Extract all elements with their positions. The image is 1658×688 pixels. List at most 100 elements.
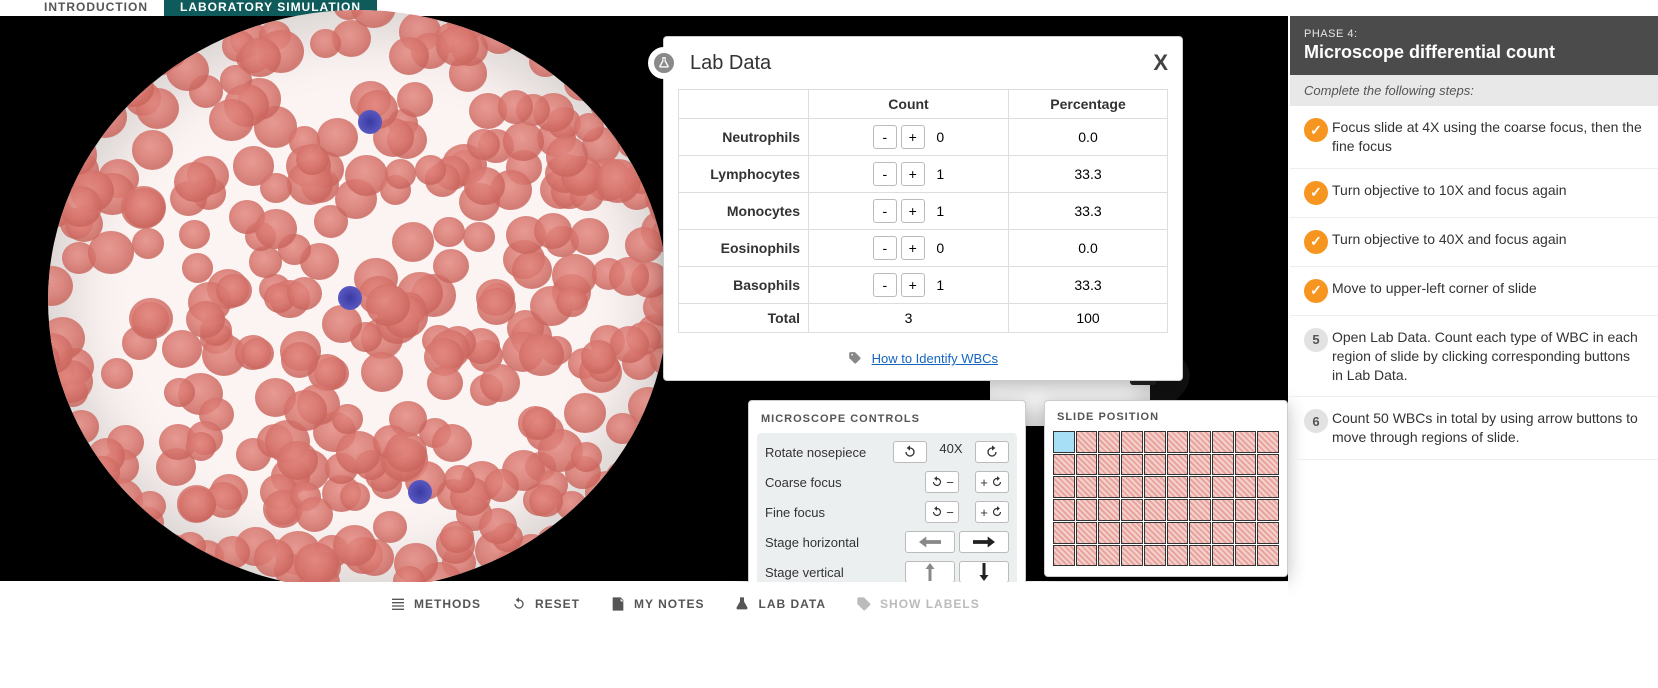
coarse-focus-up-button[interactable]: + — [975, 471, 1009, 493]
slide-cell[interactable] — [1098, 431, 1120, 453]
slide-cell[interactable] — [1098, 476, 1120, 498]
stage-up-button[interactable] — [905, 561, 955, 583]
slide-cell[interactable] — [1189, 545, 1211, 567]
step-text: Turn objective to 10X and focus again — [1332, 181, 1567, 205]
slide-cell[interactable] — [1189, 522, 1211, 544]
stage-right-button[interactable] — [959, 531, 1009, 553]
stage-left-button[interactable] — [905, 531, 955, 553]
slide-cell[interactable] — [1121, 476, 1143, 498]
slide-cell[interactable] — [1053, 454, 1075, 476]
decrement-button[interactable]: - — [873, 199, 897, 223]
simulation-stage: Lab Data X Count Percentage Neutrophils-… — [0, 16, 1288, 581]
slide-cell[interactable] — [1189, 454, 1211, 476]
slide-cell[interactable] — [1257, 499, 1279, 521]
slide-cell[interactable] — [1235, 431, 1257, 453]
nosepiece-cw-button[interactable] — [975, 441, 1009, 463]
slide-cell[interactable] — [1212, 522, 1234, 544]
increment-button[interactable]: + — [901, 199, 925, 223]
row-label: Basophils — [679, 267, 809, 304]
table-row: Eosinophils- + 00.0 — [679, 230, 1168, 267]
lab-data-button[interactable]: LAB DATA — [734, 596, 826, 612]
fine-focus-down-button[interactable]: − — [925, 501, 959, 523]
slide-cell[interactable] — [1098, 454, 1120, 476]
slide-cell[interactable] — [1189, 431, 1211, 453]
stage-down-button[interactable] — [959, 561, 1009, 583]
slide-cell[interactable] — [1212, 431, 1234, 453]
slide-cell[interactable] — [1098, 499, 1120, 521]
slide-cell[interactable] — [1235, 522, 1257, 544]
slide-cell[interactable] — [1189, 499, 1211, 521]
slide-cell[interactable] — [1144, 522, 1166, 544]
slide-cell[interactable] — [1235, 454, 1257, 476]
decrement-button[interactable]: - — [873, 162, 897, 186]
step-text: Turn objective to 40X and focus again — [1332, 230, 1567, 254]
show-labels-button[interactable]: SHOW LABELS — [856, 596, 980, 612]
my-notes-button[interactable]: MY NOTES — [610, 596, 704, 612]
increment-button[interactable]: + — [901, 125, 925, 149]
increment-button[interactable]: + — [901, 273, 925, 297]
slide-cell[interactable] — [1121, 545, 1143, 567]
slide-cell[interactable] — [1076, 431, 1098, 453]
slide-cell[interactable] — [1076, 545, 1098, 567]
slide-cell[interactable] — [1167, 431, 1189, 453]
slide-cell[interactable] — [1235, 476, 1257, 498]
slide-cell[interactable] — [1212, 545, 1234, 567]
table-row: Basophils- + 133.3 — [679, 267, 1168, 304]
row-label: Monocytes — [679, 193, 809, 230]
slide-cell[interactable] — [1053, 545, 1075, 567]
slide-cell[interactable] — [1212, 454, 1234, 476]
count-value: 1 — [936, 166, 944, 182]
slide-cell[interactable] — [1167, 499, 1189, 521]
slide-cell[interactable] — [1144, 499, 1166, 521]
increment-button[interactable]: + — [901, 236, 925, 260]
slide-cell[interactable] — [1121, 522, 1143, 544]
slide-cell[interactable] — [1144, 545, 1166, 567]
reset-button[interactable]: RESET — [511, 596, 580, 612]
stage-vertical-label: Stage vertical — [765, 565, 905, 580]
slide-cell[interactable] — [1053, 431, 1075, 453]
total-label: Total — [679, 304, 809, 333]
decrement-button[interactable]: - — [873, 125, 897, 149]
decrement-button[interactable]: - — [873, 273, 897, 297]
microscope-field[interactable] — [48, 10, 668, 590]
slide-cell[interactable] — [1257, 476, 1279, 498]
slide-cell[interactable] — [1098, 522, 1120, 544]
identify-wbcs-link[interactable]: How to Identify WBCs — [872, 351, 998, 366]
slide-cell[interactable] — [1053, 476, 1075, 498]
slide-cell[interactable] — [1121, 431, 1143, 453]
slide-cell[interactable] — [1235, 545, 1257, 567]
slide-cell[interactable] — [1212, 499, 1234, 521]
slide-cell[interactable] — [1076, 522, 1098, 544]
fine-focus-up-button[interactable]: + — [975, 501, 1009, 523]
slide-cell[interactable] — [1257, 522, 1279, 544]
slide-cell[interactable] — [1144, 454, 1166, 476]
slide-cell[interactable] — [1167, 545, 1189, 567]
slide-cell[interactable] — [1076, 476, 1098, 498]
methods-button[interactable]: METHODS — [390, 596, 481, 612]
nosepiece-ccw-button[interactable] — [893, 441, 927, 463]
close-icon[interactable]: X — [1153, 50, 1168, 76]
slide-cell[interactable] — [1121, 499, 1143, 521]
slide-cell[interactable] — [1167, 476, 1189, 498]
slide-cell[interactable] — [1076, 454, 1098, 476]
slide-position-title: SLIDE POSITION — [1053, 409, 1279, 431]
slide-cell[interactable] — [1121, 454, 1143, 476]
increment-button[interactable]: + — [901, 162, 925, 186]
slide-cell[interactable] — [1167, 454, 1189, 476]
slide-cell[interactable] — [1076, 499, 1098, 521]
slide-cell[interactable] — [1053, 522, 1075, 544]
slide-cell[interactable] — [1098, 545, 1120, 567]
decrement-button[interactable]: - — [873, 236, 897, 260]
slide-cell[interactable] — [1144, 431, 1166, 453]
slide-cell[interactable] — [1257, 431, 1279, 453]
microscope-controls-panel: MICROSCOPE CONTROLS Rotate nosepiece 40X… — [748, 400, 1026, 604]
slide-cell[interactable] — [1257, 545, 1279, 567]
slide-cell[interactable] — [1167, 522, 1189, 544]
slide-cell[interactable] — [1257, 454, 1279, 476]
slide-cell[interactable] — [1212, 476, 1234, 498]
slide-cell[interactable] — [1144, 476, 1166, 498]
coarse-focus-down-button[interactable]: − — [925, 471, 959, 493]
slide-cell[interactable] — [1189, 476, 1211, 498]
slide-cell[interactable] — [1053, 499, 1075, 521]
slide-cell[interactable] — [1235, 499, 1257, 521]
